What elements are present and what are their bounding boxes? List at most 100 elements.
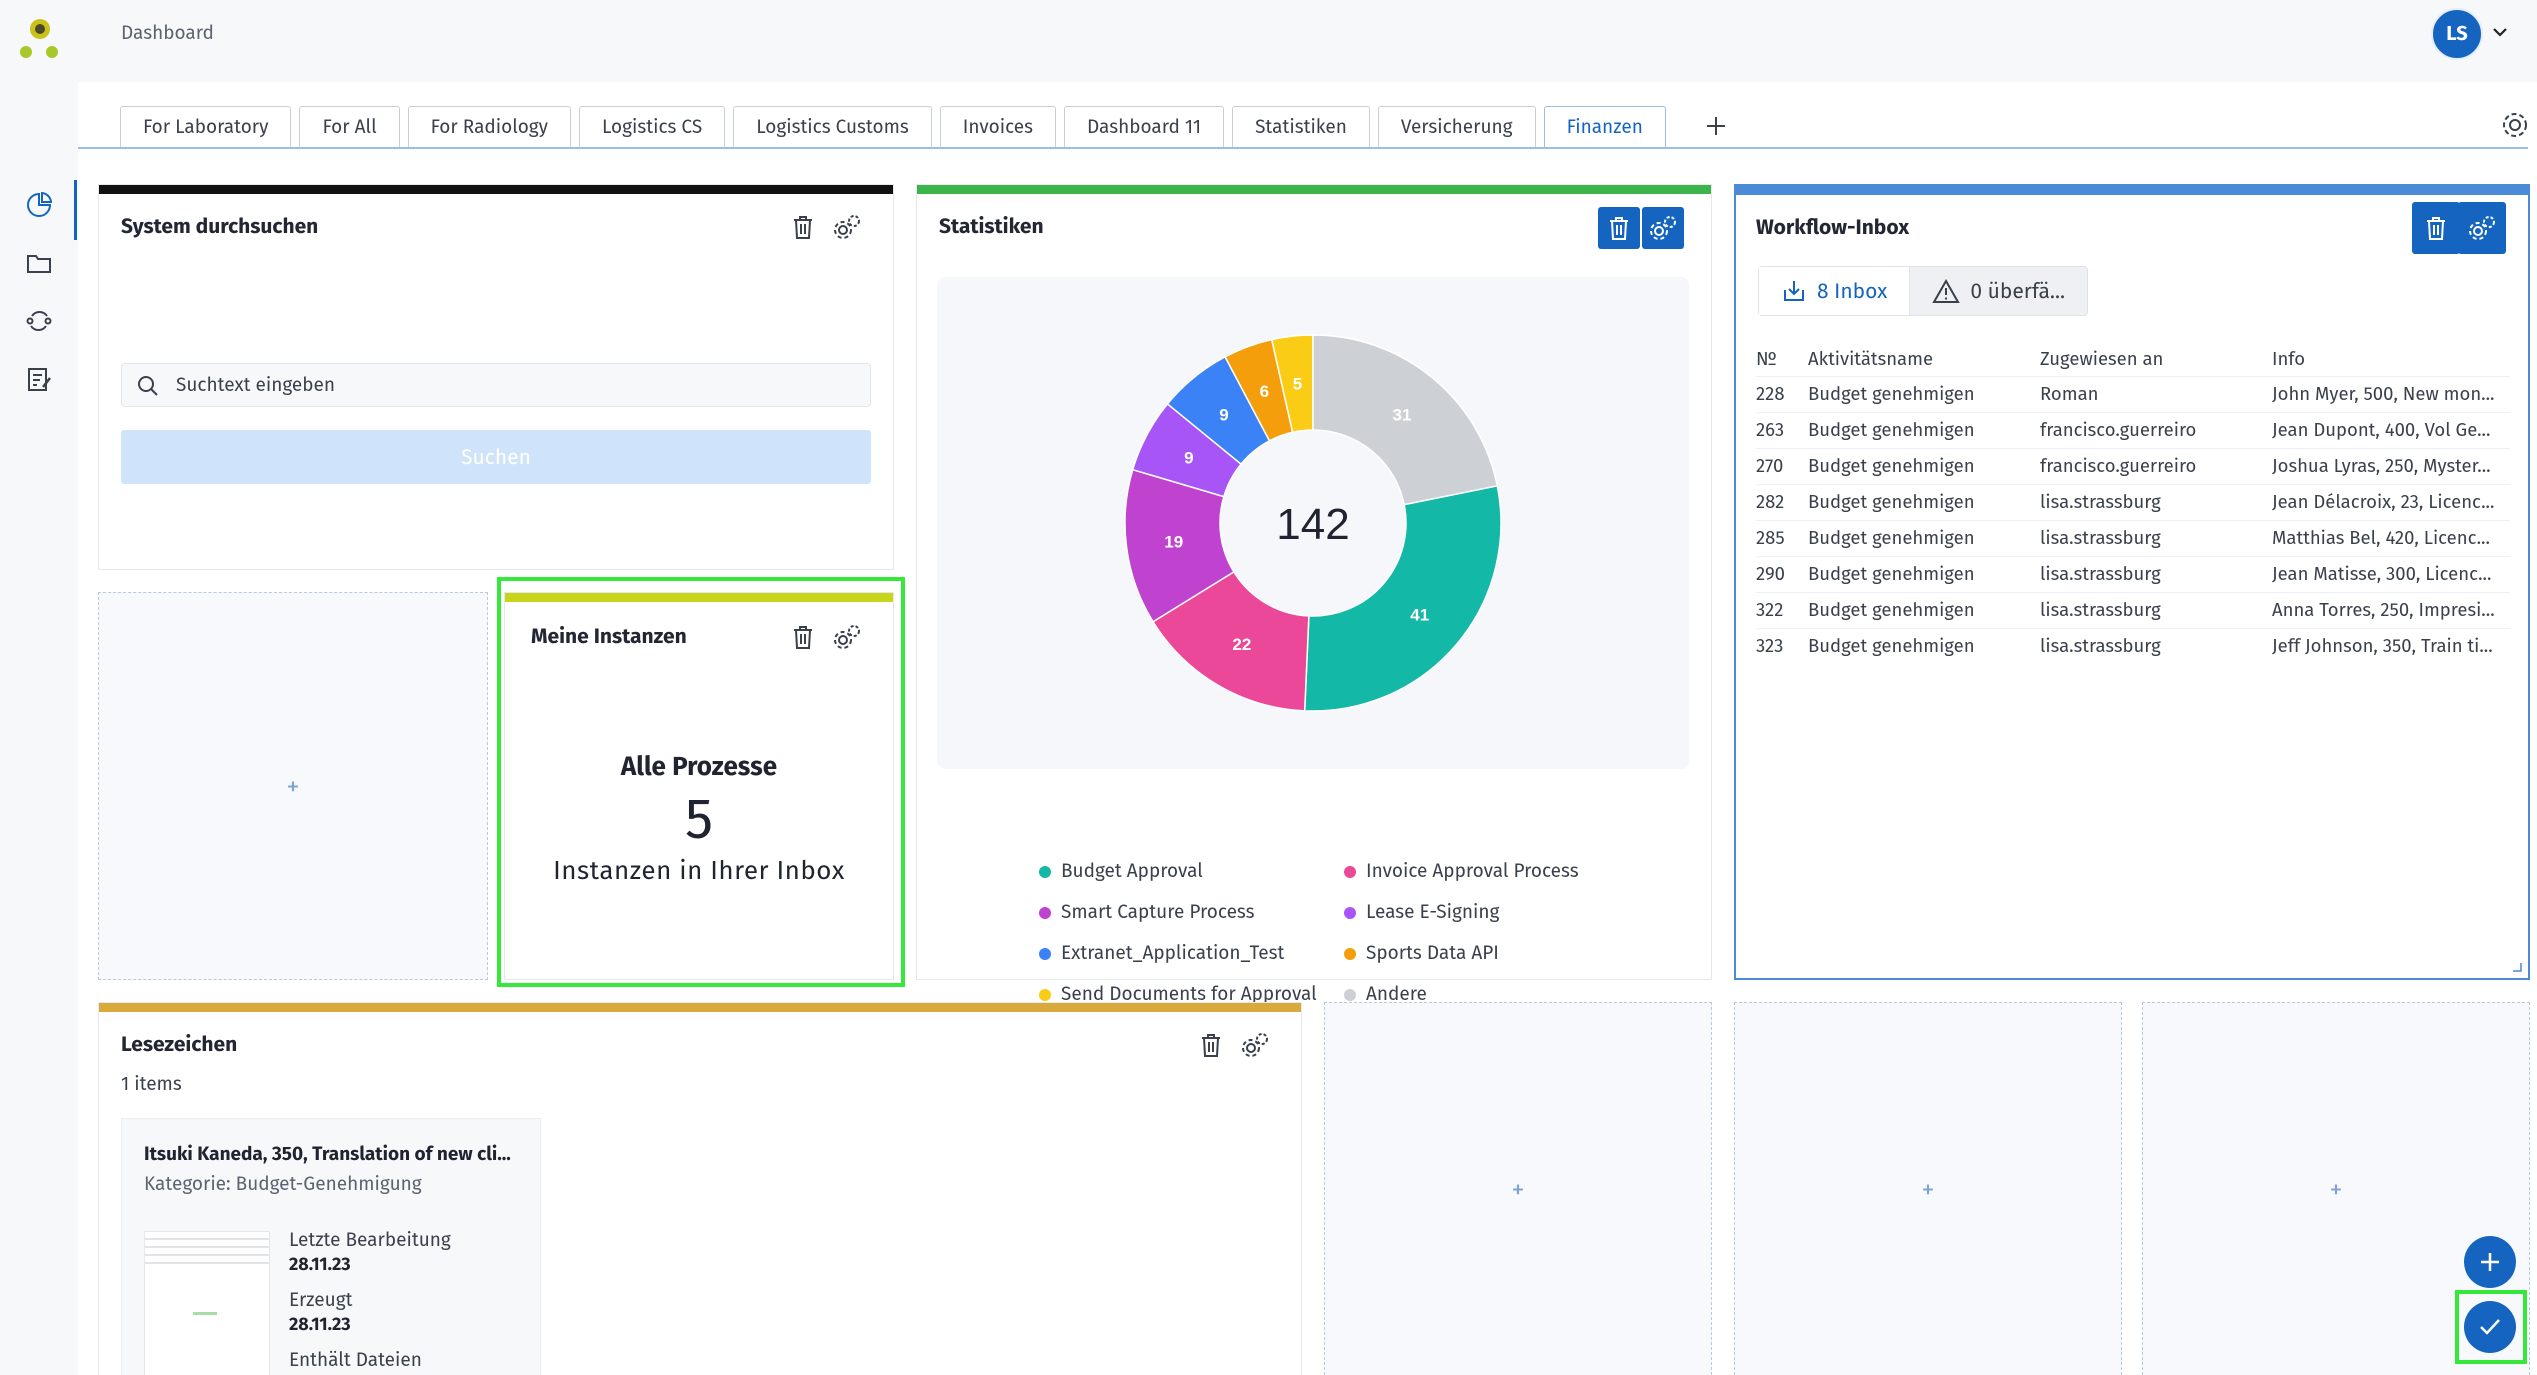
table-row[interactable]: 228 Budget genehmigen Roman John Myer, 500,…: [1756, 375, 2510, 412]
widget-top-bar: [505, 593, 893, 602]
delete-widget-button[interactable]: [785, 619, 821, 655]
cell-activity: Budget genehmigen: [1808, 483, 2040, 520]
empty-widget-slot[interactable]: +: [1324, 1002, 1712, 1375]
table-row[interactable]: 282 Budget genehmigen lisa.strassburg Jean …: [1756, 483, 2510, 520]
warning-icon: [1932, 278, 1961, 303]
pie-slice[interactable]: [1151, 570, 1310, 712]
tab-finanzen[interactable]: Finanzen: [1543, 106, 1666, 148]
widget-title: Workflow-Inbox: [1756, 214, 1910, 240]
add-tab-button[interactable]: [1698, 108, 1734, 144]
files-label: Enthält Dateien: [289, 1349, 422, 1372]
table-row[interactable]: 270 Budget genehmigen francisco.guerreiro J…: [1756, 447, 2510, 484]
instances-heading: Alle Prozesse: [620, 751, 778, 782]
bookmark-category: Kategorie: Budget-Genehmigung: [144, 1173, 422, 1196]
cell-activity: Budget genehmigen: [1808, 555, 2040, 592]
tab-for-radiology[interactable]: For Radiology: [407, 106, 572, 148]
search-input[interactable]: Suchtext eingeben: [121, 363, 871, 407]
cell-assignee: lisa.strassburg: [2040, 627, 2272, 664]
configure-widget-button[interactable]: [829, 619, 865, 655]
table-row[interactable]: 322 Budget genehmigen lisa.strassburg Anna …: [1756, 591, 2510, 628]
search-button[interactable]: Suchen: [121, 430, 871, 484]
cell-info: John Myer, 500, New mon...: [2272, 375, 2510, 412]
legend-item[interactable]: Smart Capture Process: [1039, 901, 1344, 924]
pie-slice[interactable]: [1303, 484, 1502, 712]
last-edit-label: Letzte Bearbeitung: [289, 1229, 451, 1252]
instances-count[interactable]: 5: [684, 786, 714, 853]
slice-value-label: 31: [1393, 405, 1412, 424]
cell-activity: Budget genehmigen: [1808, 591, 2040, 628]
empty-widget-slot[interactable]: +: [2142, 1002, 2530, 1375]
column-header[interactable]: №: [1756, 347, 1777, 370]
widget-title: Meine Instanzen: [531, 623, 687, 649]
tab-invoices[interactable]: Invoices: [939, 106, 1056, 148]
cell-info: Matthias Bel, 420, Licenc...: [2272, 519, 2510, 556]
tab-for-laboratory[interactable]: For Laboratory: [120, 106, 292, 148]
resize-handle-icon[interactable]: [2510, 960, 2522, 972]
legend-label: Smart Capture Process: [1061, 901, 1255, 924]
bookmark-card[interactable]: Itsuki Kaneda, 350, Translation of new c…: [121, 1118, 541, 1375]
tasks-icon[interactable]: [22, 362, 56, 396]
donut-center-total: 142: [1276, 500, 1349, 549]
tab-logistics-customs[interactable]: Logistics Customs: [733, 106, 932, 148]
cell-assignee: lisa.strassburg: [2040, 483, 2272, 520]
delete-widget-button[interactable]: [785, 209, 821, 245]
workflow-icon[interactable]: [22, 304, 56, 338]
user-avatar[interactable]: LS: [2431, 8, 2483, 60]
overdue-tab[interactable]: 0 überfä...: [1909, 267, 2087, 315]
confirm-layout-button[interactable]: [2464, 1301, 2516, 1353]
slice-value-label: 19: [1164, 533, 1183, 552]
delete-widget-button[interactable]: [1598, 207, 1640, 249]
table-row[interactable]: 263 Budget genehmigen francisco.guerreiro J…: [1756, 411, 2510, 448]
configure-widget-button[interactable]: [829, 209, 865, 245]
cell-assignee: Roman: [2040, 375, 2272, 412]
page-title: Dashboard: [121, 22, 214, 45]
table-row[interactable]: 323 Budget genehmigen lisa.strassburg Jeff …: [1756, 627, 2510, 664]
tab-versicherung[interactable]: Versicherung: [1377, 106, 1536, 148]
tab-statistiken[interactable]: Statistiken: [1232, 106, 1370, 148]
folder-icon[interactable]: [22, 246, 56, 280]
legend-item[interactable]: Sports Data API: [1344, 942, 1644, 965]
legend-item[interactable]: Send Documents for Approval: [1039, 983, 1344, 1006]
search-widget: System durchsuchen Suchtext eingeben Suc…: [98, 184, 894, 570]
add-widget-button[interactable]: [2464, 1236, 2516, 1288]
legend-item[interactable]: Invoice Approval Process: [1344, 860, 1644, 883]
table-row[interactable]: 290 Budget genehmigen lisa.strassburg Jean …: [1756, 555, 2510, 592]
inbox-tab[interactable]: 8 Inbox: [1759, 267, 1910, 315]
inbox-table: № Aktivitätsname Zugewiesen an Info 228 B…: [1756, 342, 2510, 664]
chevron-down-icon[interactable]: [2490, 22, 2510, 42]
configure-widget-button[interactable]: [1642, 207, 1684, 249]
empty-widget-slot[interactable]: +: [1734, 1002, 2122, 1375]
column-header[interactable]: Info: [2272, 347, 2306, 370]
empty-widget-slot[interactable]: +: [98, 592, 488, 980]
delete-widget-button[interactable]: [1193, 1027, 1229, 1063]
pie-slice[interactable]: [1312, 334, 1499, 506]
tab-for-all[interactable]: For All: [299, 106, 400, 148]
configure-widget-button[interactable]: [2458, 202, 2506, 254]
slice-value-label: 5: [1293, 374, 1302, 393]
donut-chart: 41 22 19 9 9 6 5 31 142: [1124, 334, 1502, 712]
gears-icon: [2469, 216, 2495, 240]
gear-icon[interactable]: [2500, 110, 2530, 140]
plus-icon: +: [286, 770, 300, 802]
cell-assignee: francisco.guerreiro: [2040, 447, 2272, 484]
table-row[interactable]: 285 Budget genehmigen lisa.strassburg Matth…: [1756, 519, 2510, 556]
legend-item[interactable]: Extranet_Application_Test: [1039, 942, 1344, 965]
column-header[interactable]: Zugewiesen an: [2040, 347, 2164, 370]
bookmarks-count: 1 items: [121, 1073, 182, 1096]
tab-logistics-cs[interactable]: Logistics CS: [579, 106, 726, 148]
legend-item[interactable]: Andere: [1344, 983, 1644, 1006]
trash-icon: [1202, 1034, 1220, 1057]
cell-id: 285: [1756, 519, 1808, 556]
tab-underline: [78, 147, 2528, 149]
legend-item[interactable]: Budget Approval: [1039, 860, 1344, 883]
dashboard-icon[interactable]: [22, 188, 56, 222]
tab-dashboard-11[interactable]: Dashboard 11: [1064, 106, 1225, 148]
configure-widget-button[interactable]: [1237, 1027, 1273, 1063]
delete-widget-button[interactable]: [2412, 202, 2460, 254]
bookmark-title: Itsuki Kaneda, 350, Translation of new c…: [144, 1143, 511, 1166]
column-header[interactable]: Aktivitätsname: [1808, 347, 1934, 370]
cell-assignee: francisco.guerreiro: [2040, 411, 2272, 448]
trash-icon: [1610, 217, 1628, 240]
legend-item[interactable]: Lease E-Signing: [1344, 901, 1644, 924]
cell-info: Jean Dupont, 400, Vol Ge...: [2272, 411, 2510, 448]
